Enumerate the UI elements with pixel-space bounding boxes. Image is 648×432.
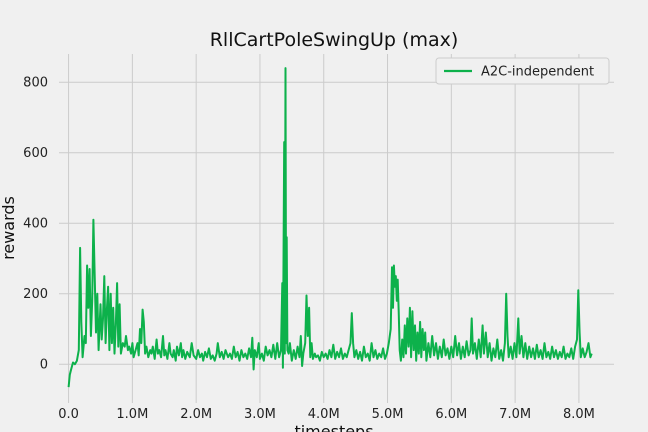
y-tick-label: 600	[23, 146, 48, 161]
x-axis-title: timesteps	[294, 422, 373, 432]
legend-label: A2C-independent	[481, 65, 594, 80]
y-axis-ticks: 0 200 400 600 800	[23, 76, 48, 373]
y-axis-title: rewards	[0, 196, 18, 260]
x-axis-ticks: 0.0 1.0M 2.0M 3.0M 4.0M 5.0M 6.0M 7.0M 8.0M	[58, 407, 595, 422]
x-tick-label: 3.0M	[244, 407, 276, 422]
chart-title: RllCartPoleSwingUp (max)	[210, 29, 459, 51]
y-tick-label: 0	[40, 358, 48, 373]
x-tick-label: 0.0	[58, 407, 79, 422]
x-tick-label: 6.0M	[435, 407, 467, 422]
legend-box	[435, 57, 610, 85]
y-tick-label: 200	[23, 287, 48, 302]
x-tick-label: 4.0M	[308, 407, 340, 422]
y-tick-label: 800	[23, 76, 48, 91]
grid	[59, 54, 614, 403]
plot-area	[67, 67, 593, 388]
y-tick-label: 400	[23, 217, 48, 232]
x-tick-label: 1.0M	[116, 407, 148, 422]
x-tick-label: 8.0M	[563, 407, 595, 422]
x-tick-label: 7.0M	[499, 407, 531, 422]
x-tick-label: 5.0M	[372, 407, 404, 422]
legend: A2C-independent	[435, 57, 610, 85]
series-line-0	[67, 67, 593, 388]
x-tick-label: 2.0M	[180, 407, 212, 422]
